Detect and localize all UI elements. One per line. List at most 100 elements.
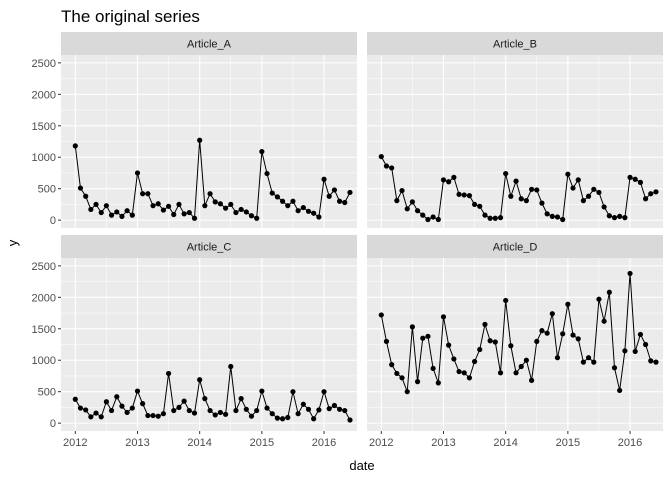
y-axis-title: y [5,239,20,246]
data-point [580,198,587,204]
data-point [217,409,223,416]
facet-strip-label: Article_D [493,242,538,254]
data-point [466,375,473,381]
data-point [228,201,234,208]
data-point [430,214,436,220]
data-point [487,215,493,221]
data-point [425,333,431,339]
x-tick-label: 2012 [369,437,393,449]
data-point [503,170,509,177]
data-point [150,412,156,419]
data-point [145,191,151,197]
data-point [108,212,115,218]
data-point [233,209,239,216]
x-tick-label: 2013 [431,437,455,449]
data-point [295,208,301,214]
data-point [642,196,649,202]
data-point [456,368,462,375]
data-point [446,179,452,185]
data-point [202,203,208,209]
data-point [176,201,182,208]
data-point [181,398,187,404]
data-point [254,407,260,414]
data-point [285,203,291,209]
data-point [300,401,306,407]
data-point [176,404,182,411]
data-point [207,407,213,414]
facet-strip [367,32,663,55]
data-point [394,198,400,204]
data-point [637,179,644,185]
data-point [648,191,654,197]
data-point [482,212,488,218]
data-point [414,208,421,214]
data-point [140,191,146,197]
data-point [617,387,623,394]
data-point [119,213,125,219]
data-point [88,414,94,420]
data-point [529,377,535,383]
data-point [617,213,623,219]
data-point [108,407,115,414]
data-point [103,203,109,209]
y-tick-label: 2000 [32,89,56,101]
data-point [523,357,529,363]
data-point [347,417,353,423]
facet-strip [61,235,357,258]
data-point [461,370,467,376]
facet-strip-label: Article_B [493,39,537,51]
data-point [181,211,187,217]
data-point [508,193,514,199]
y-tick-label: 1000 [32,152,56,164]
facet-panel-article_b: Article_B [367,32,663,228]
data-point [513,178,519,184]
facet-strip-label: Article_A [187,39,232,51]
data-point [259,388,265,394]
data-point [508,343,514,349]
data-point [642,341,649,348]
data-point [575,336,581,342]
data-point [321,389,327,395]
x-tick-label: 2014 [493,437,517,449]
data-point [140,401,146,407]
data-point [497,370,504,376]
data-point [539,328,545,334]
data-point [627,174,633,180]
data-point [212,199,218,205]
data-point [518,363,524,370]
data-point [632,176,638,182]
data-point [435,216,441,223]
data-point [316,407,322,413]
data-point [274,194,281,200]
data-point [585,193,592,199]
data-point [477,346,483,353]
x-tick-label: 2016 [618,437,642,449]
x-tick-label: 2013 [125,437,149,449]
data-point [269,190,275,196]
data-point [622,348,628,354]
data-point [114,394,120,400]
data-point [596,189,602,196]
data-point [326,406,332,412]
data-point [228,363,234,370]
data-point [223,411,229,417]
data-point [212,412,218,418]
y-tick-label: 500 [38,387,56,399]
data-point [145,412,151,419]
data-point [451,174,457,180]
data-point [627,270,633,277]
y-tick-label: 1500 [32,121,56,133]
data-point [207,191,213,197]
data-point [83,193,89,199]
data-point [321,176,327,182]
data-point [134,170,141,176]
facet-strip [61,32,357,55]
data-point [285,414,291,421]
y-tick-label: 0 [50,418,56,430]
data-point [134,388,141,394]
data-point [336,198,343,204]
data-point [549,213,555,219]
data-point [165,203,172,209]
data-point [295,411,301,417]
